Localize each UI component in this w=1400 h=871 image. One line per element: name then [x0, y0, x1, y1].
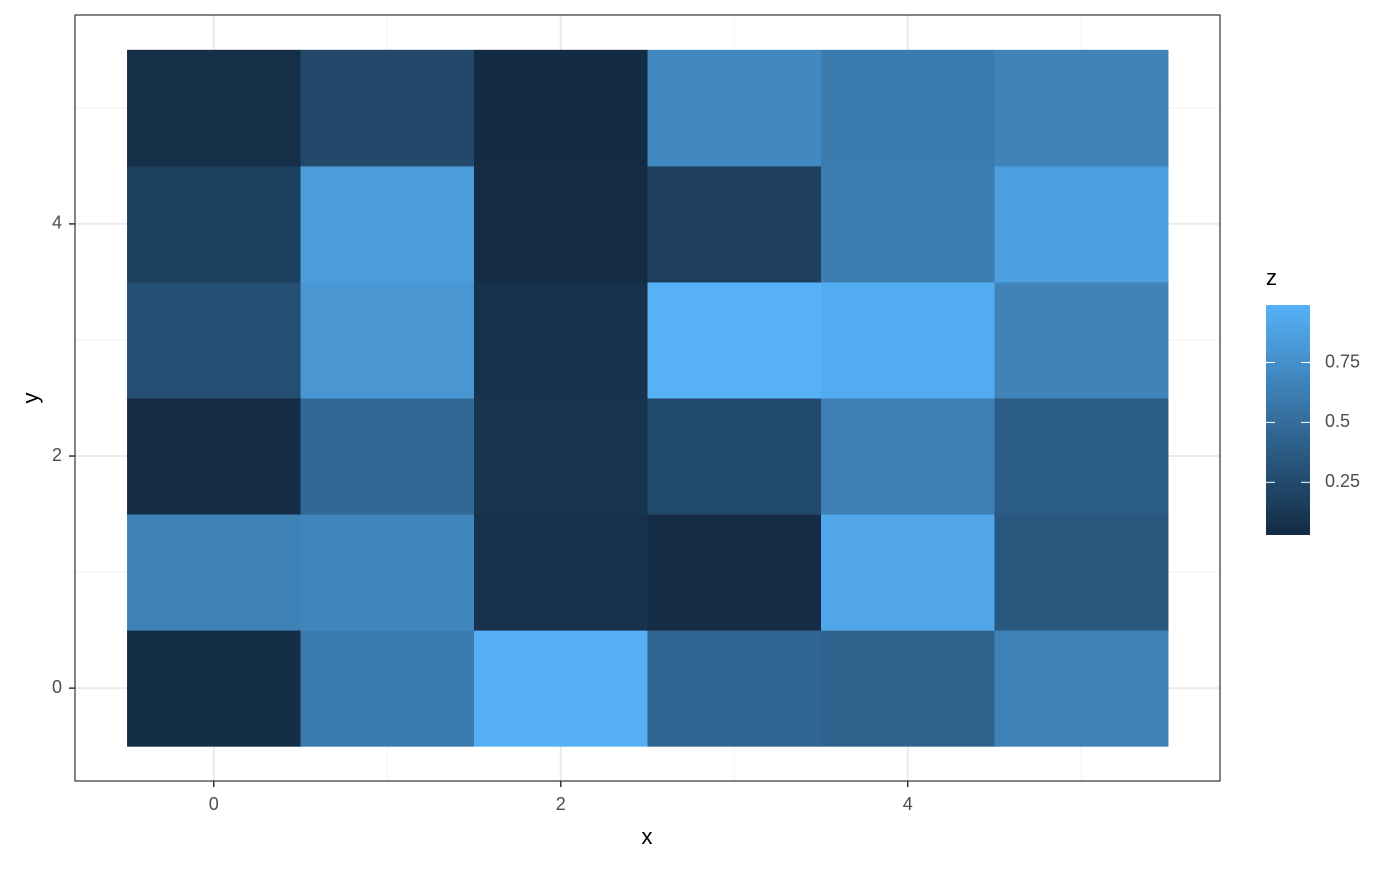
y-tick-label: 0: [52, 677, 62, 697]
heatmap-cell: [127, 630, 302, 747]
legend-tick-label: 0.5: [1325, 411, 1350, 431]
heatmap-cell: [994, 630, 1169, 747]
heatmap-cell: [474, 514, 648, 631]
heatmap-cell: [647, 49, 822, 167]
panel-border: [74, 14, 1221, 782]
heatmap-cell: [300, 49, 475, 167]
heatmap-cell: [820, 630, 995, 747]
heatmap-cell: [474, 165, 648, 283]
heatmap-cell: [994, 281, 1169, 399]
heatmap-cell: [300, 398, 475, 515]
heatmap-cell: [647, 281, 822, 399]
heatmap-cell: [127, 165, 302, 283]
heatmap-cell: [994, 165, 1169, 283]
heatmap-cell: [474, 398, 648, 515]
heatmap-cell: [300, 514, 475, 631]
y-axis-title: y: [18, 393, 43, 404]
heatmap-cell: [994, 49, 1169, 167]
legend-tick-label: 0.25: [1325, 471, 1360, 491]
heatmap-cell: [127, 514, 302, 631]
heatmap-cell: [474, 281, 648, 399]
y-tick-label: 2: [52, 445, 62, 465]
x-tick-label: 4: [903, 794, 913, 814]
x-tick-label: 0: [209, 794, 219, 814]
heatmap-cell: [127, 281, 302, 399]
heatmap-cell: [647, 165, 822, 283]
heatmap-cell: [474, 49, 648, 167]
heatmap-cell: [820, 165, 995, 283]
heatmap-cell: [820, 514, 995, 631]
x-tick-label: 2: [556, 794, 566, 814]
heatmap-cell: [647, 514, 822, 631]
heatmap-cell: [300, 630, 475, 747]
x-axis-title: x: [642, 824, 653, 849]
colorbar: [1266, 305, 1310, 535]
heatmap-cell: [820, 281, 995, 399]
legend-title: z: [1266, 265, 1277, 290]
heatmap-cell: [127, 49, 302, 167]
heatmap-cell: [300, 165, 475, 283]
heatmap-cell: [300, 281, 475, 399]
y-tick-label: 4: [52, 213, 62, 233]
heatmap-cell: [994, 514, 1169, 631]
heatmap-cell: [474, 630, 648, 747]
heatmap-cell: [994, 398, 1169, 515]
heatmap-cell: [820, 398, 995, 515]
heatmap-cell: [647, 630, 822, 747]
heatmap-cell: [647, 398, 822, 515]
heatmap-cell: [820, 49, 995, 167]
legend-tick-label: 0.75: [1325, 351, 1360, 371]
heatmap-cell: [127, 398, 302, 515]
